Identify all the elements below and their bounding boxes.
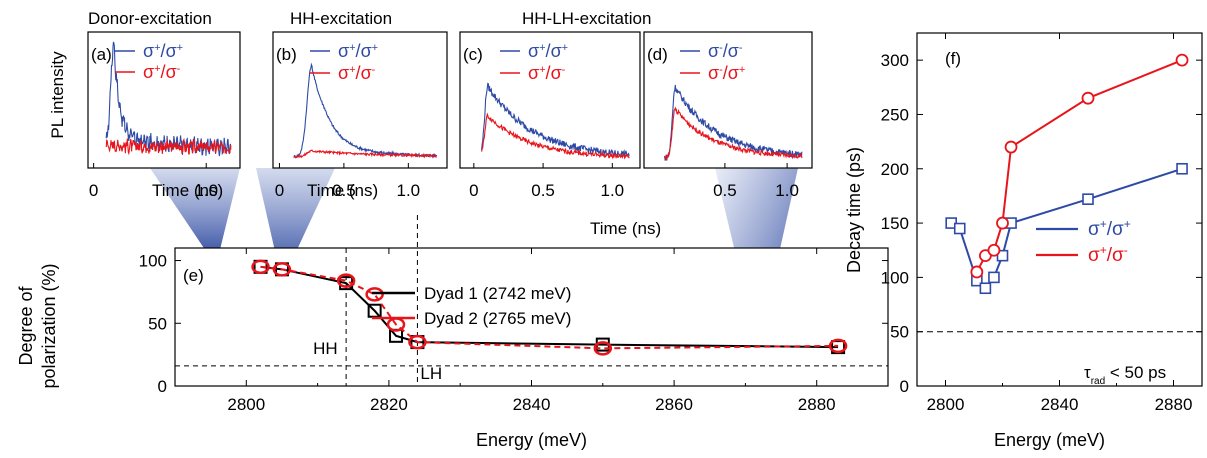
title-donor: Donor-excitation bbox=[88, 9, 212, 28]
legend-entry: σ+/σ- bbox=[1088, 243, 1128, 266]
y-tick-label: 300 bbox=[881, 51, 909, 70]
data-point-circle bbox=[272, 262, 292, 277]
x-tick-label: 0.5 bbox=[531, 181, 555, 200]
hline-label: τrad < 50 ps bbox=[1084, 363, 1166, 387]
y-tick-label: 150 bbox=[881, 214, 909, 233]
legend-entry: Dyad 2 (2765 meV) bbox=[424, 309, 571, 328]
data-point-circle bbox=[970, 265, 984, 279]
x-tick-label: 2820 bbox=[370, 395, 408, 414]
x-tick-label: 2880 bbox=[1155, 395, 1193, 414]
data-point-circle bbox=[336, 273, 356, 288]
y-tick-label: 50 bbox=[890, 323, 909, 342]
x-tick-label: 2800 bbox=[927, 395, 965, 414]
legend-entry: σ-/σ- bbox=[708, 41, 743, 61]
pl-trace-blue bbox=[481, 82, 630, 159]
data-point-circle bbox=[987, 243, 1001, 257]
x-tick-label: 0 bbox=[275, 181, 284, 200]
y-tick-label: 100 bbox=[139, 252, 167, 271]
plot-frame bbox=[916, 32, 1203, 387]
vline-label: HH bbox=[313, 339, 338, 358]
legend-entry: σ-/σ+ bbox=[708, 63, 745, 83]
fan-a bbox=[150, 168, 240, 266]
pl-trace-red bbox=[105, 137, 232, 156]
x-tick-label: 0.5 bbox=[713, 181, 737, 200]
legend-entry: σ+/σ+ bbox=[528, 41, 568, 61]
data-point-square bbox=[1082, 193, 1094, 205]
title-hh: HH-excitation bbox=[290, 9, 392, 28]
data-point-circle bbox=[365, 287, 384, 302]
x-axis-label: Time (ns) bbox=[590, 219, 661, 238]
pl-trace-red bbox=[293, 149, 437, 159]
y-tick-label: 250 bbox=[881, 105, 909, 124]
y-axis-label-line2: polarization (%) bbox=[39, 263, 59, 388]
title-hhlh: HH-LH-excitation bbox=[522, 9, 651, 28]
x-axis-label: Energy (meV) bbox=[476, 430, 587, 450]
legend-entry: σ+/σ+ bbox=[1088, 217, 1131, 240]
x-tick-label: 2800 bbox=[227, 395, 265, 414]
data-point-circle bbox=[251, 259, 270, 275]
pl-trace-red bbox=[663, 106, 803, 161]
y-tick-label: 0 bbox=[900, 377, 909, 396]
legend-entry: σ+/σ- bbox=[338, 63, 376, 83]
x-tick-label: 1.0 bbox=[600, 181, 624, 200]
x-tick-label: 0 bbox=[89, 181, 98, 200]
legend-entry: σ+/σ- bbox=[143, 62, 181, 82]
x-tick-label: 2880 bbox=[798, 395, 836, 414]
panel-e: 2800 2820 2840 2860 2880 0 50 100 HH LH Dyad 1 (27… bbox=[16, 215, 889, 450]
y-axis-label-line1: Degree of bbox=[16, 285, 36, 365]
x-tick-label: 2840 bbox=[1041, 395, 1079, 414]
data-point-circle bbox=[1081, 91, 1095, 105]
x-tick-label: 0 bbox=[469, 181, 478, 200]
data-point-square bbox=[996, 249, 1009, 262]
data-point-circle bbox=[1175, 53, 1189, 67]
panel-f: 2800 2840 2880 0 50 100 150 200 250 300 τrad < 50 … bbox=[844, 32, 1203, 450]
pl-trace-blue bbox=[105, 41, 232, 157]
series-line-dyad2 bbox=[260, 265, 839, 350]
panel-d: 0.5 1.0 σ-/σ-σ-/σ+ (d) bbox=[643, 31, 813, 200]
data-point-circle bbox=[593, 341, 613, 356]
panel-label: (a) bbox=[91, 45, 112, 64]
x-tick-label: 2840 bbox=[513, 395, 551, 414]
x-tick-label: 1.0 bbox=[775, 181, 799, 200]
pl-trace-red bbox=[481, 112, 630, 160]
x-axis-label: Time (ns) bbox=[152, 181, 223, 200]
x-tick-label: 1.0 bbox=[194, 181, 218, 200]
panel-c: 0 0.5 1.0 σ+/σ+σ+/σ- (c) Time (ns) bbox=[459, 31, 661, 238]
legend-entry: σ+/σ+ bbox=[143, 41, 183, 61]
x-tick-label: 0.5 bbox=[332, 181, 356, 200]
data-point-square bbox=[831, 340, 846, 355]
panel-label: (b) bbox=[276, 45, 297, 64]
data-point-circle bbox=[996, 216, 1009, 230]
panel-b: 0 0.5 1.0 σ+/σ+σ+/σ- (b) Time (ns) bbox=[272, 31, 448, 200]
pl-ylabel: PL intensity bbox=[48, 51, 67, 139]
vline-label: LH bbox=[420, 364, 442, 383]
data-point-circle bbox=[1004, 140, 1018, 154]
panel-a: 0 1.0 σ+/σ+σ+/σ- (a) Time (ns) bbox=[87, 31, 241, 200]
data-point-square bbox=[953, 222, 966, 235]
data-point-square bbox=[988, 271, 1000, 284]
y-axis-label: Decay time (ps) bbox=[844, 147, 864, 273]
y-tick-label: 50 bbox=[148, 314, 167, 333]
x-axis-label: Time (ns) bbox=[307, 181, 378, 200]
panel-label: (d) bbox=[647, 45, 668, 64]
data-point-square bbox=[979, 282, 992, 295]
x-tick-label: 2860 bbox=[655, 395, 693, 414]
x-tick-label: 1.0 bbox=[397, 181, 421, 200]
y-tick-label: 100 bbox=[881, 268, 909, 287]
data-point-square bbox=[367, 303, 382, 318]
data-point-circle bbox=[408, 334, 427, 350]
data-point-circle bbox=[828, 338, 848, 354]
panel-label: (f) bbox=[945, 49, 961, 68]
panel-label: (c) bbox=[463, 45, 483, 64]
legend-entry: σ+/σ+ bbox=[338, 41, 378, 61]
panel-label: (e) bbox=[183, 266, 204, 285]
data-point-square bbox=[1176, 162, 1188, 175]
panel-frame bbox=[459, 31, 641, 169]
y-tick-label: 0 bbox=[158, 377, 167, 396]
y-tick-label: 200 bbox=[881, 160, 909, 179]
legend-entry: Dyad 1 (2742 meV) bbox=[424, 284, 571, 303]
legend-entry: σ+/σ- bbox=[528, 63, 566, 83]
x-axis-label: Energy (meV) bbox=[994, 430, 1105, 450]
